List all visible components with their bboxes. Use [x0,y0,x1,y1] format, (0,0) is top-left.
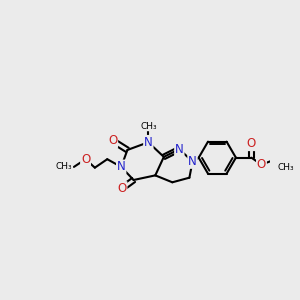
Text: N: N [117,160,126,173]
Text: O: O [247,137,256,150]
Text: CH₃: CH₃ [56,162,72,171]
Text: N: N [175,143,184,156]
Text: O: O [81,153,90,166]
Text: CH₃: CH₃ [140,122,157,130]
Text: O: O [117,182,127,195]
Text: O: O [257,158,266,171]
Text: CH₃: CH₃ [278,163,295,172]
Text: N: N [188,155,197,168]
Text: O: O [108,134,117,147]
Text: N: N [144,136,153,149]
